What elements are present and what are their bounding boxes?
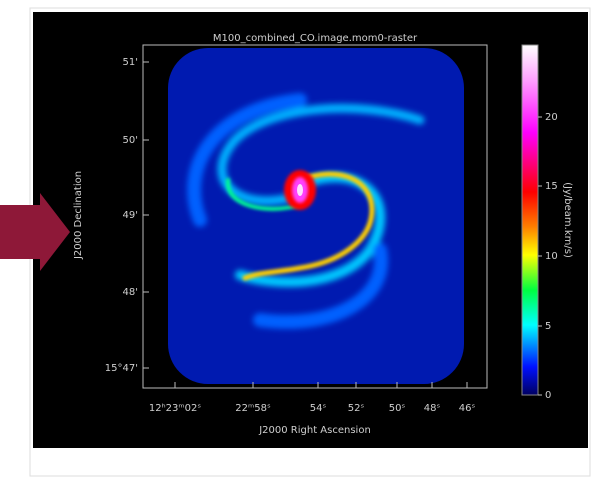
x-label: J2000 Right Ascension	[258, 425, 371, 436]
x-tick-label: 50ˢ	[389, 403, 406, 414]
x-tick-label: 22ᵐ58ˢ	[235, 403, 271, 414]
y-tick-label: 49'	[123, 210, 138, 221]
y-tick-label: 48'	[123, 287, 138, 298]
arrow	[0, 193, 70, 271]
moment-map	[168, 48, 464, 384]
colorbar	[521, 44, 539, 396]
y-label: J2000 Declination	[73, 171, 84, 260]
title: M100_combined_CO.image.mom0-raster	[213, 33, 418, 44]
colorbar-tick-label: 15	[545, 181, 558, 192]
x-tick-label: 48ˢ	[424, 403, 441, 414]
x-tick-label: 52ˢ	[348, 403, 365, 414]
colorbar-tick-label: 10	[545, 251, 558, 262]
x-tick-label: 54ˢ	[310, 403, 327, 414]
colorbar-tick-label: 5	[545, 321, 551, 332]
y-tick-label: 50'	[123, 135, 138, 146]
y-tick-label: 15°47'	[105, 363, 138, 374]
y-tick-label: 51'	[123, 57, 138, 68]
x-tick-label: 46ˢ	[459, 403, 476, 414]
colorbar-tick-label: 0	[545, 390, 551, 401]
colorbar-label: (Jy/beam.km/s)	[562, 182, 573, 258]
colorbar-tick-label: 20	[545, 112, 558, 123]
plot-frame	[142, 44, 488, 389]
x-tick-label: 12ʰ23ᵐ02ˢ	[149, 403, 201, 414]
